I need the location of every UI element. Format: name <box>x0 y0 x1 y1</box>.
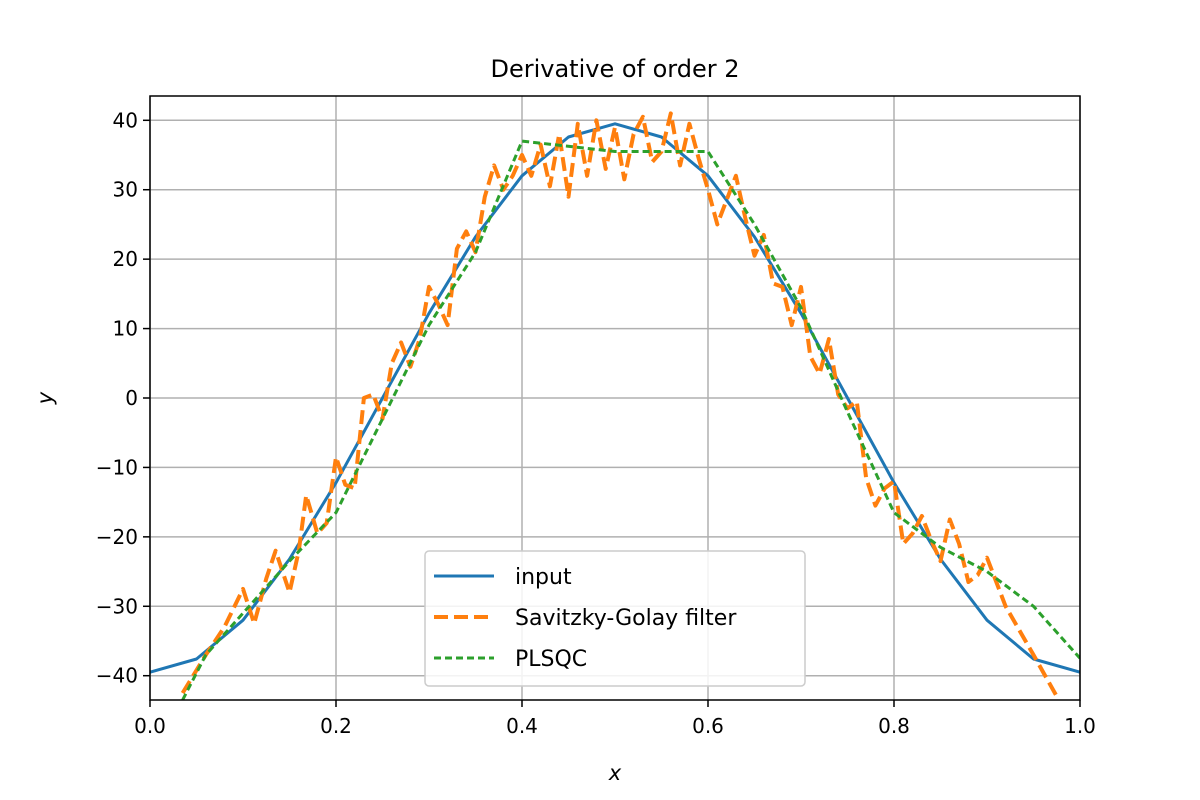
chart-title: Derivative of order 2 <box>490 55 739 83</box>
y-tick-label: 10 <box>113 317 138 341</box>
grid-lines <box>149 96 1081 700</box>
x-tick-label: 0.0 <box>134 714 166 738</box>
series-line-plsqc <box>181 139 1080 700</box>
y-tick-label: −40 <box>96 664 138 688</box>
x-tick-label: 1.0 <box>1064 714 1096 738</box>
legend: input Savitzky-Golay filter PLSQC <box>424 550 806 687</box>
y-tick-label: −30 <box>96 594 138 618</box>
legend-label-savitzky-golay: Savitzky-Golay filter <box>515 606 737 631</box>
y-tick-label: −10 <box>96 455 138 479</box>
y-tick-label: 30 <box>113 178 138 202</box>
x-tick-label: 0.6 <box>692 714 724 738</box>
y-tick-label: 0 <box>125 386 138 410</box>
x-tick-label: 0.8 <box>878 714 910 738</box>
y-tick-label: 40 <box>113 108 138 132</box>
y-tick-label: −20 <box>96 525 138 549</box>
series-lines <box>150 111 1080 700</box>
x-tick-label: 0.4 <box>506 714 538 738</box>
legend-label-input: input <box>515 565 572 590</box>
x-axis-label: x <box>608 761 622 785</box>
legend-label-plsqc: PLSQC <box>515 647 587 672</box>
y-tick-label: 20 <box>113 247 138 271</box>
x-tick-label: 0.2 <box>320 714 352 738</box>
y-axis-label: y <box>33 391 57 405</box>
axis-ticks: 0.0 0.2 0.4 0.6 0.8 1.0 −40 −30 −20 −10 0 10 20 30 40 <box>96 108 1096 738</box>
series-line-input <box>150 122 1080 674</box>
legend-box <box>424 550 806 687</box>
